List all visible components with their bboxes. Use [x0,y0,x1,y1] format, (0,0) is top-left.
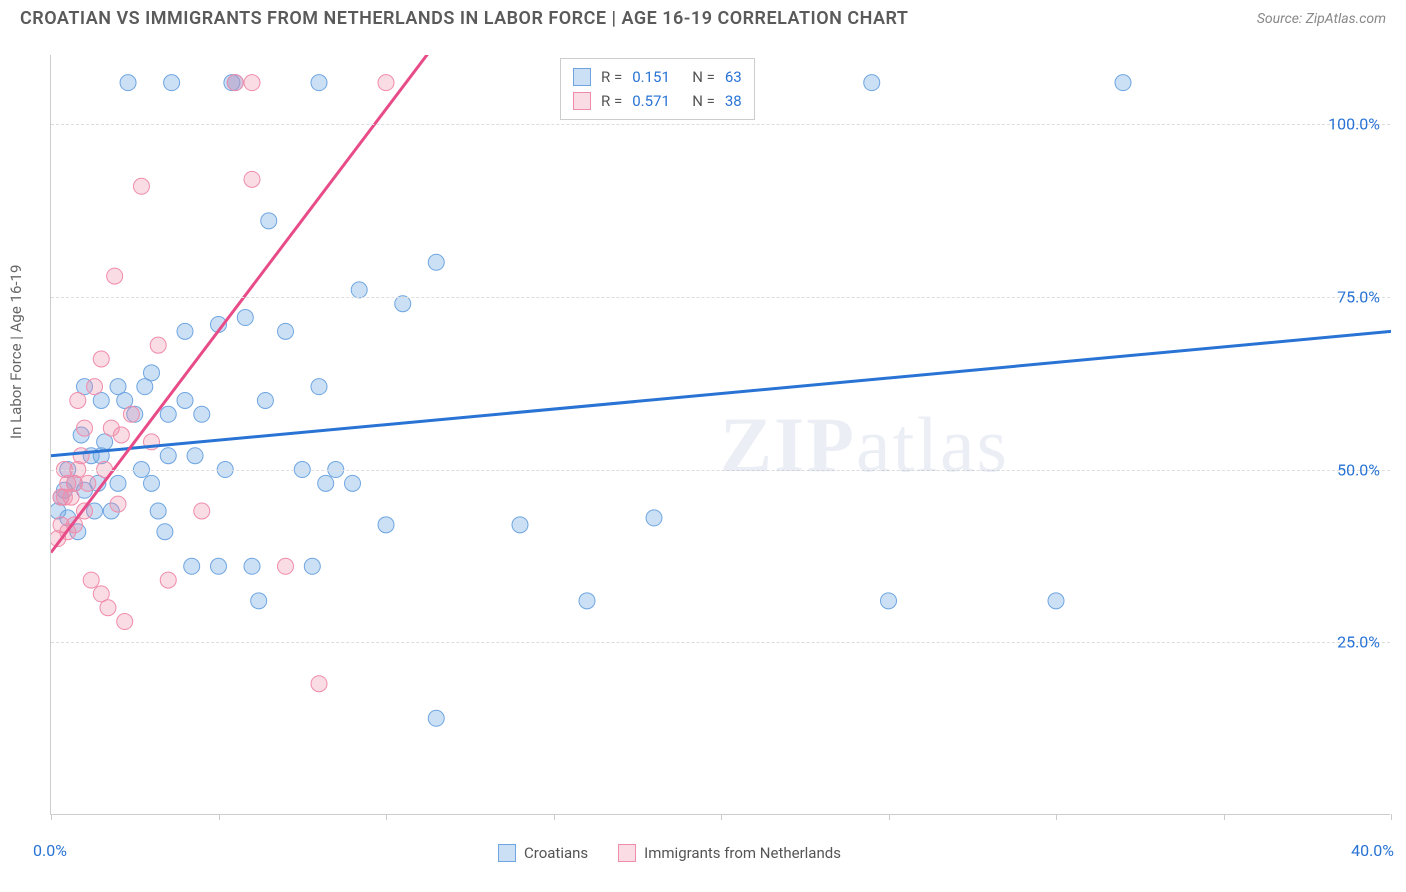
data-point [120,75,136,91]
data-point [110,475,126,491]
data-point [187,448,203,464]
data-point [113,427,129,443]
data-point [123,406,139,422]
data-point [512,517,528,533]
data-point [70,392,86,408]
trend-line [51,331,1391,455]
data-point [237,310,253,326]
r-label: R = [601,89,622,113]
n-value-pink: 38 [725,89,742,113]
x-tick-label: 0.0% [33,841,67,860]
data-point [160,448,176,464]
data-point [77,420,93,436]
data-point [244,75,260,91]
scatter-svg [51,55,1391,815]
data-point [1115,75,1131,91]
y-tick-label: 25.0% [1337,633,1380,652]
data-point [133,178,149,194]
data-point [160,406,176,422]
data-point [164,75,180,91]
legend-item-croatians: Croatians [498,844,588,862]
n-value-blue: 63 [725,65,742,89]
r-value-pink: 0.571 [632,89,682,113]
data-point [63,489,79,505]
n-label: N = [692,65,715,89]
data-point [579,593,595,609]
data-point [351,282,367,298]
data-point [160,572,176,588]
y-tick-label: 50.0% [1337,460,1380,479]
data-point [428,710,444,726]
data-point [144,365,160,381]
legend-swatch-blue [498,844,516,862]
data-point [194,406,210,422]
trend-line [51,55,453,552]
data-point [278,558,294,574]
data-point [100,600,116,616]
data-point [261,213,277,229]
data-point [150,503,166,519]
data-point [311,75,327,91]
data-point [107,268,123,284]
data-point [177,323,193,339]
n-label: N = [692,89,715,113]
data-point [881,593,897,609]
y-tick-label: 100.0% [1328,115,1380,134]
data-point [864,75,880,91]
data-point [345,475,361,491]
data-point [177,392,193,408]
data-point [110,496,126,512]
data-point [117,614,133,630]
data-point [87,379,103,395]
data-point [304,558,320,574]
legend-item-netherlands: Immigrants from Netherlands [618,844,841,862]
data-point [73,448,89,464]
data-point [83,572,99,588]
data-point [646,510,662,526]
legend-label: Croatians [524,844,588,862]
data-point [278,323,294,339]
data-point [311,676,327,692]
data-point [80,475,96,491]
data-point [93,351,109,367]
data-point [428,254,444,270]
y-axis-label: In Labor Force | Age 16-19 [7,265,25,439]
series-legend: Croatians Immigrants from Netherlands [498,844,841,862]
source-attribution: Source: ZipAtlas.com [1257,11,1386,27]
data-point [157,524,173,540]
legend-swatch-blue [573,68,591,86]
data-point [395,296,411,312]
data-point [194,503,210,519]
data-point [378,75,394,91]
data-point [244,558,260,574]
x-tick-label: 40.0% [1351,841,1394,860]
data-point [244,171,260,187]
r-value-blue: 0.151 [632,65,682,89]
data-point [184,558,200,574]
chart-plot-area: 25.0% 50.0% 75.0% 100.0% [50,55,1390,815]
data-point [211,558,227,574]
r-label: R = [601,65,622,89]
legend-label: Immigrants from Netherlands [644,844,841,862]
y-tick-label: 75.0% [1337,287,1380,306]
data-point [144,475,160,491]
data-point [318,475,334,491]
legend-swatch-pink [573,92,591,110]
correlation-legend: R = 0.151 N = 63 R = 0.571 N = 38 [560,58,755,120]
data-point [311,379,327,395]
data-point [1048,593,1064,609]
data-point [227,75,243,91]
data-point [378,517,394,533]
data-point [257,392,273,408]
legend-swatch-pink [618,844,636,862]
chart-title: CROATIAN VS IMMIGRANTS FROM NETHERLANDS … [20,8,908,29]
data-point [150,337,166,353]
data-point [251,593,267,609]
